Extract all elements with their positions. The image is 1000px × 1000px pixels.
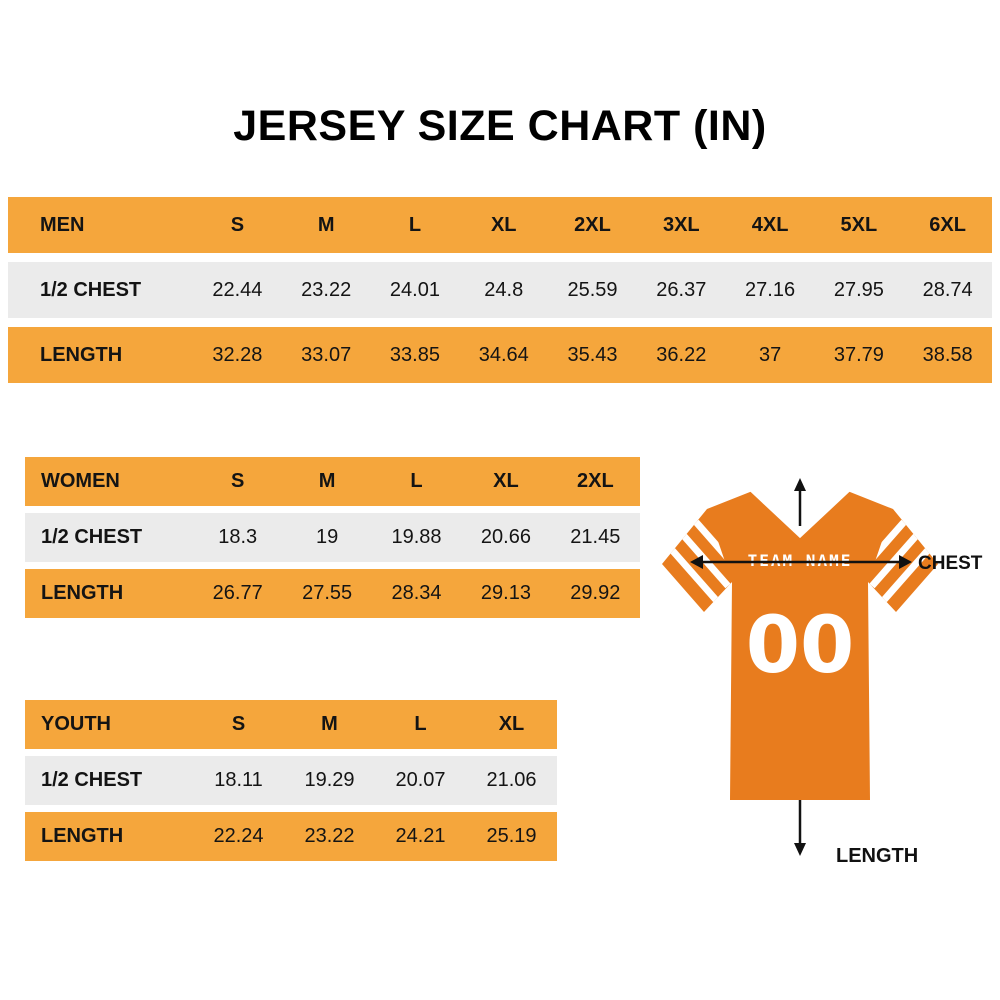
value-cell: 19: [315, 526, 339, 548]
jersey-diagram: TEAM NAME 00 CHEST LENGTH: [662, 478, 983, 867]
value-cell: 29.13: [480, 582, 531, 604]
table-row: LENGTH 26.77 27.55 28.34 29.13 29.92: [25, 569, 640, 618]
value-cell: 32.28: [212, 343, 263, 366]
table-header-row: MEN S M L XL 2XL 3XL 4XL 5XL 6XL: [8, 197, 992, 253]
value-cell: 38.58: [922, 343, 973, 366]
size-header-cell: M: [318, 470, 336, 492]
value-cell: 26.77: [212, 582, 263, 604]
size-header-cell: M: [321, 713, 338, 735]
value-cell: 19.88: [391, 526, 442, 548]
value-cell: 28.74: [922, 278, 973, 301]
table-header-row: YOUTH S M L XL: [25, 700, 557, 749]
value-cell: 26.37: [656, 278, 707, 301]
size-header-cell: XL: [493, 470, 519, 492]
row-label-cell: 1/2 CHEST: [40, 278, 142, 301]
value-cell: 23.22: [304, 825, 355, 847]
jersey-graphic: TEAM NAME 00: [662, 484, 938, 800]
value-cell: 24.21: [395, 825, 446, 847]
value-cell: 19.29: [304, 769, 355, 791]
table-row: 1/2 CHEST 22.44 23.22 24.01 24.8 25.59 26.37 27…: [8, 262, 992, 318]
size-header-cell: 5XL: [840, 213, 878, 236]
row-label-cell: 1/2 CHEST: [41, 526, 143, 548]
value-cell: 27.16: [745, 278, 796, 301]
jersey-body: [662, 490, 938, 800]
row-label-cell: LENGTH: [40, 343, 123, 366]
size-header-cell: 6XL: [929, 213, 966, 236]
collar: [749, 484, 851, 539]
value-cell: 25.19: [486, 825, 537, 847]
value-cell: 22.44: [212, 278, 263, 301]
value-cell: 37: [758, 343, 782, 366]
chest-arrow-left-head: [690, 555, 703, 569]
value-cell: 27.95: [833, 278, 884, 301]
size-header-cell: XL: [490, 213, 517, 236]
table-header-row: WOMEN S M L XL 2XL: [25, 457, 640, 506]
value-cell: 21.45: [570, 526, 621, 548]
page-title: JERSEY SIZE CHART (IN): [233, 102, 767, 150]
size-header-cell: 3XL: [662, 213, 700, 236]
youth-size-table: YOUTH S M L XL 1/2 CHEST 18.11 19.29 20.07 21.06 L…: [25, 700, 557, 868]
jersey-illustration: TEAM NAME 00 CHEST LENGTH: [650, 462, 1000, 897]
row-label-cell: LENGTH: [41, 825, 124, 847]
value-cell: 28.34: [391, 582, 442, 604]
size-header-cell: M: [317, 213, 335, 236]
value-cell: 33.07: [301, 343, 352, 366]
table-name-cell: YOUTH: [41, 713, 111, 735]
size-header-cell: L: [414, 713, 427, 735]
value-cell: 29.92: [570, 582, 621, 604]
team-name-text: TEAM NAME: [748, 551, 853, 570]
men-size-table: MEN S M L XL 2XL 3XL 4XL 5XL 6XL 1/2 CHEST 22.44 23.…: [8, 197, 992, 392]
size-header-cell: 2XL: [574, 213, 611, 236]
chest-label: CHEST: [918, 553, 983, 574]
value-cell: 20.07: [395, 769, 446, 791]
size-header-cell: L: [410, 470, 423, 492]
size-header-cell: S: [231, 713, 246, 735]
value-cell: 24.01: [389, 278, 440, 301]
value-cell: 34.64: [478, 343, 529, 366]
value-cell: 22.24: [213, 825, 264, 847]
table-row: 1/2 CHEST 18.3 19 19.88 20.66 21.45: [25, 513, 640, 562]
length-arrow-top-head: [794, 478, 806, 491]
value-cell: 37.79: [833, 343, 884, 366]
value-cell: 36.22: [656, 343, 707, 366]
size-header-cell: L: [408, 213, 422, 236]
row-label-cell: 1/2 CHEST: [41, 769, 143, 791]
value-cell: 24.8: [484, 278, 524, 301]
value-cell: 18.11: [214, 769, 263, 791]
value-cell: 27.55: [302, 582, 353, 604]
length-arrow-bottom-head: [794, 843, 806, 856]
jersey-number: 00: [746, 601, 855, 691]
value-cell: 18.3: [218, 526, 258, 548]
chest-arrow-right-head: [899, 555, 912, 569]
value-cell: 35.43: [567, 343, 618, 366]
value-cell: 23.22: [301, 278, 352, 301]
value-cell: 25.59: [567, 278, 618, 301]
value-cell: 33.85: [389, 343, 440, 366]
row-label-cell: LENGTH: [41, 582, 124, 604]
size-header-cell: XL: [498, 713, 525, 735]
size-header-cell: S: [231, 470, 245, 492]
table-name-cell: MEN: [40, 213, 85, 236]
table-name-cell: WOMEN: [41, 470, 120, 492]
table-row: LENGTH 22.24 23.22 24.21 25.19: [25, 812, 557, 861]
size-header-cell: 4XL: [751, 213, 789, 236]
table-row: 1/2 CHEST 18.11 19.29 20.07 21.06: [25, 756, 557, 805]
value-cell: 21.06: [486, 769, 537, 791]
value-cell: 20.66: [480, 526, 531, 548]
table-row: LENGTH 32.28 33.07 33.85 34.64 35.43 36.22 37 37…: [8, 327, 992, 383]
women-size-table: WOMEN S M L XL 2XL 1/2 CHEST 18.3 19 19.88 20.66 21…: [25, 457, 640, 625]
size-header-cell: S: [230, 213, 245, 236]
size-header-cell: 2XL: [576, 470, 614, 492]
length-label: LENGTH: [836, 845, 918, 867]
